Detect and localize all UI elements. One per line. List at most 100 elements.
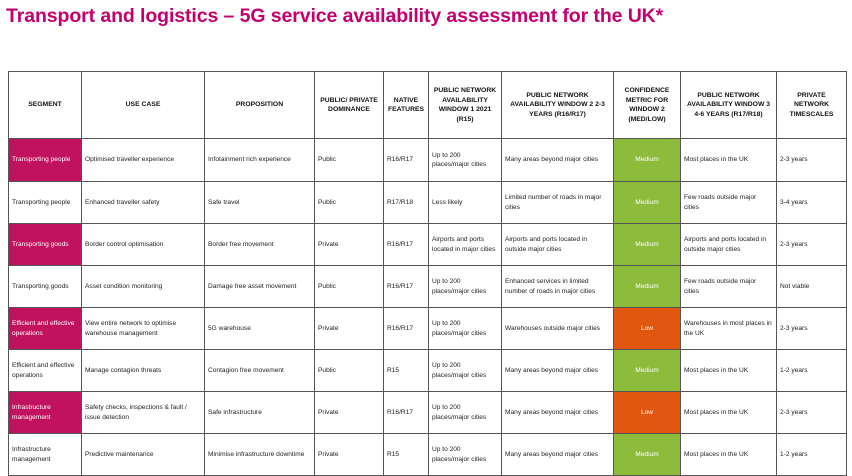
window-1-cell: Up to 200 places/major cities [428,349,502,392]
proposition-cell: Contagion free movement [204,349,315,392]
segment-cell: Transporting people [8,138,82,182]
table-row: Transporting people Enhanced traveller sa… [8,181,847,224]
window-1-cell: Up to 200 places/major cities [428,391,502,434]
confidence-cell: Low [613,391,681,434]
use-case-cell: View entire network to optimise warehous… [81,307,205,350]
native-features-cell: R15 [383,349,429,392]
private-timescales-cell: 1-2 years [776,433,847,476]
table-row: Infrastructure management Predictive main… [8,433,847,476]
table-row: Infrastructure management Safety checks, … [8,391,847,434]
use-case-cell: Manage contagion threats [81,349,205,392]
window-2-cell: Many areas beyond major cities [501,349,614,392]
table-row: Transporting goods Asset condition monito… [8,265,847,308]
dominance-cell: Public [314,181,384,224]
window-2-cell: Warehouses outside major cities [501,307,614,350]
header-private-timescales: PRIVATE NETWORK TIMESCALES [776,71,847,139]
private-timescales-cell: 3-4 years [776,181,847,224]
use-case-cell: Optimised traveller experience [81,138,205,182]
window-2-cell: Many areas beyond major cities [501,138,614,182]
segment-cell: Transporting goods [8,265,82,308]
confidence-cell: Medium [613,138,681,182]
proposition-cell: Infotainment rich experience [204,138,315,182]
confidence-cell: Low [613,307,681,350]
private-timescales-cell: 2-3 years [776,391,847,434]
window-1-cell: Up to 200 places/major cities [428,433,502,476]
dominance-cell: Public [314,138,384,182]
window-1-cell: Up to 200 places/major cities [428,138,502,182]
proposition-cell: Damage free asset movement [204,265,315,308]
header-use-case: USE CASE [81,71,205,139]
native-features-cell: R16/R17 [383,138,429,182]
segment-cell: Efficient and effective operations [8,349,82,392]
private-timescales-cell: 2-3 years [776,138,847,182]
header-window-1: PUBLIC NETWORK AVAILABILITY WINDOW 1 202… [428,71,502,139]
use-case-cell: Border control optimisation [81,223,205,266]
segment-cell: Efficient and effective operations [8,307,82,350]
native-features-cell: R16/R17 [383,265,429,308]
private-timescales-cell: 1-2 years [776,349,847,392]
dominance-cell: Public [314,349,384,392]
header-window-2: PUBLIC NETWORK AVAILABILITY WINDOW 2 2-3… [501,71,614,139]
private-timescales-cell: 2-3 years [776,307,847,350]
assessment-table: SEGMENT USE CASE PROPOSITION PUBLIC/ PRI… [8,71,847,476]
dominance-cell: Private [314,223,384,266]
native-features-cell: R15 [383,433,429,476]
header-confidence: CONFIDENCE METRIC FOR WINDOW 2 (MED/LOW) [613,71,681,139]
segment-cell: Transporting people [8,181,82,224]
window-3-cell: Airports and ports located in outside ma… [680,223,777,266]
private-timescales-cell: 2-3 years [776,223,847,266]
segment-cell: Transporting goods [8,223,82,266]
dominance-cell: Private [314,391,384,434]
table-row: Efficient and effective operations View e… [8,307,847,350]
window-3-cell: Most places in the UK [680,391,777,434]
window-2-cell: Many areas beyond major cities [501,433,614,476]
header-native-features: NATIVE FEATURES [383,71,429,139]
proposition-cell: 5G warehouse [204,307,315,350]
window-3-cell: Warehouses in most places in the UK [680,307,777,350]
native-features-cell: R16/R17 [383,307,429,350]
use-case-cell: Predictive maintenance [81,433,205,476]
proposition-cell: Border free movement [204,223,315,266]
window-1-cell: Up to 200 places/major cities [428,307,502,350]
segment-cell: Infrastructure management [8,391,82,434]
header-proposition: PROPOSITION [204,71,315,139]
header-segment: SEGMENT [8,71,82,139]
confidence-cell: Medium [613,181,681,224]
window-1-cell: Less likely [428,181,502,224]
window-2-cell: Enhanced services in limited number of r… [501,265,614,308]
proposition-cell: Minimise infrastructure downtime [204,433,315,476]
private-timescales-cell: Not viable [776,265,847,308]
header-dominance: PUBLIC/ PRIVATE DOMINANCE [314,71,384,139]
native-features-cell: R17/R18 [383,181,429,224]
window-3-cell: Few roads outside major cities [680,265,777,308]
window-3-cell: Most places in the UK [680,138,777,182]
use-case-cell: Enhanced traveller safety [81,181,205,224]
header-window-3: PUBLIC NETWORK AVAILABILITY WINDOW 3 4-6… [680,71,777,139]
use-case-cell: Asset condition monitoring [81,265,205,308]
native-features-cell: R16/R17 [383,223,429,266]
dominance-cell: Public [314,265,384,308]
confidence-cell: Medium [613,223,681,266]
window-2-cell: Many areas beyond major cities [501,391,614,434]
page-title: Transport and logistics – 5G service ava… [6,5,664,27]
dominance-cell: Private [314,433,384,476]
window-3-cell: Most places in the UK [680,349,777,392]
proposition-cell: Safe infrastructure [204,391,315,434]
table-row: Transporting people Optimised traveller e… [8,138,847,182]
segment-cell: Infrastructure management [8,433,82,476]
window-3-cell: Most places in the UK [680,433,777,476]
use-case-cell: Safety checks, inspections & fault / iss… [81,391,205,434]
table-row: Transporting goods Border control optimis… [8,223,847,266]
window-2-cell: Limited number of roads in major cities [501,181,614,224]
dominance-cell: Private [314,307,384,350]
table-row: Efficient and effective operations Manage… [8,349,847,392]
window-2-cell: Airports and ports located in outside ma… [501,223,614,266]
native-features-cell: R16/R17 [383,391,429,434]
confidence-cell: Medium [613,433,681,476]
confidence-cell: Medium [613,349,681,392]
window-1-cell: Up to 200 places/major cities [428,265,502,308]
window-3-cell: Few roads outside major cities [680,181,777,224]
proposition-cell: Safe travel [204,181,315,224]
header-row: SEGMENT USE CASE PROPOSITION PUBLIC/ PRI… [8,71,847,139]
confidence-cell: Medium [613,265,681,308]
